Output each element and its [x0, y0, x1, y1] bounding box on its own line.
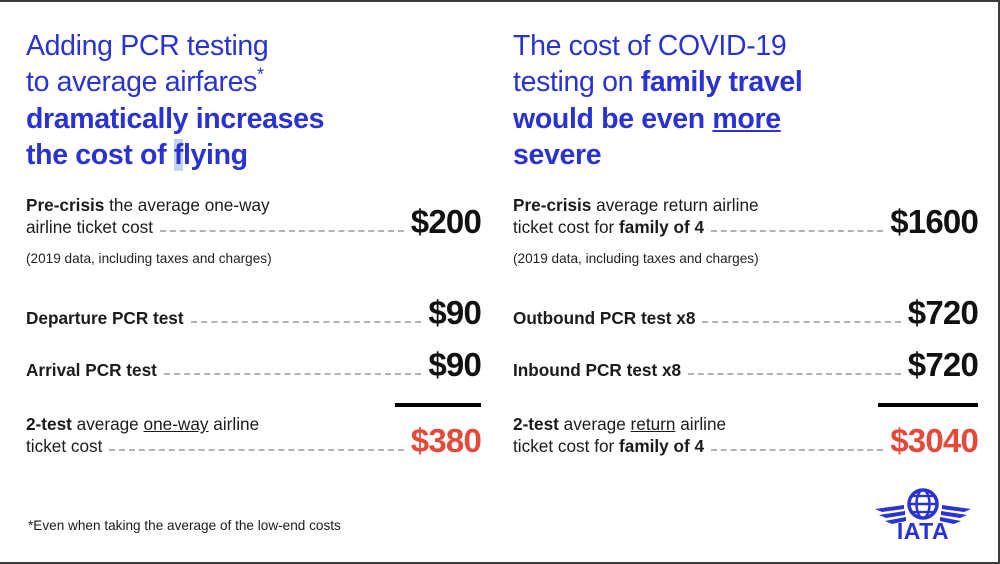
row-right-total-label-underline: return	[630, 414, 676, 435]
left-rows: Pre-crisis the average one-way airline t…	[26, 194, 482, 460]
row-left-total-label-after: airline	[208, 414, 260, 435]
row-right-precrisis-label-line2-pre: ticket cost for	[513, 216, 620, 237]
right-rows: Pre-crisis average return airline ticket…	[513, 194, 979, 460]
row-left-total-label-underline: one-way	[143, 414, 209, 435]
right-heading-line3-underline: more	[712, 102, 781, 135]
row-right-outbound-amount: $720	[907, 294, 979, 332]
row-right-inbound-label: Inbound PCR test x8	[513, 359, 908, 383]
row-right-outbound-label-bold: Outbound PCR test x8	[513, 308, 696, 329]
spacer	[26, 331, 481, 348]
row-right-inbound-label-bold: Inbound PCR test x8	[513, 360, 682, 381]
row-left-precrisis-label: Pre-crisis the average one-way airline t…	[26, 194, 411, 240]
row-left-total: 2-test average one-way airline ticket co…	[26, 413, 482, 460]
row-left-arrival-amount: $90	[428, 346, 482, 384]
leader-dots	[702, 321, 901, 324]
row-right-total-label-mid: average	[558, 414, 631, 435]
left-heading-line1: Adding PCR testing	[26, 30, 269, 62]
row-right-precrisis: Pre-crisis average return airline ticket…	[513, 194, 979, 240]
row-right-precrisis-amount: $1600	[890, 202, 979, 240]
right-heading-line4: severe	[513, 139, 602, 172]
leader-dots	[109, 449, 404, 452]
spacer	[26, 267, 481, 296]
row-left-precrisis: Pre-crisis the average one-way airline t…	[26, 194, 482, 240]
row-right-precrisis-label-bold: Pre-crisis	[513, 194, 592, 215]
right-total-rule	[878, 403, 978, 408]
row-right-precrisis-label-rest: average return airline	[591, 194, 759, 215]
left-heading-line2: to average airfares	[26, 66, 257, 99]
row-left-total-amount: $380	[410, 422, 482, 460]
leader-dots	[190, 321, 422, 324]
left-heading: Adding PCR testing to average airfares* …	[26, 28, 481, 174]
iata-logo-icon: IATA	[875, 488, 971, 544]
row-left-departure: Departure PCR test $90	[26, 294, 482, 332]
row-right-total-label-bold: 2-test	[513, 414, 559, 435]
row-left-total-label: 2-test average one-way airline ticket co…	[26, 413, 411, 459]
left-heading-line4-highlight: f	[173, 139, 183, 172]
leader-dots	[711, 449, 884, 452]
right-heading-line1: The cost of COVID-19	[513, 30, 787, 62]
right-heading-line2-pre: testing on	[513, 66, 641, 99]
row-right-outbound: Outbound PCR test x8 $720	[513, 294, 979, 332]
leader-dots	[163, 373, 422, 376]
row-right-precrisis-label-line2-bold: family of 4	[619, 216, 705, 237]
footnote: *Even when taking the average of the low…	[28, 517, 341, 533]
right-heading-line2-bold: family travel	[640, 66, 803, 99]
spacer	[26, 383, 481, 403]
row-left-precrisis-label-line2: airline ticket cost	[26, 216, 154, 237]
row-right-total: 2-test average return airline ticket cos…	[513, 413, 979, 460]
row-right-total-amount: $3040	[890, 422, 979, 460]
row-left-precrisis-label-bold: Pre-crisis	[26, 194, 105, 215]
row-right-total-label: 2-test average return airline ticket cos…	[513, 413, 890, 459]
right-heading-line3-pre: would be even	[513, 102, 713, 135]
row-left-arrival-label: Arrival PCR test	[26, 359, 428, 383]
row-left-total-label-bold: 2-test	[26, 414, 72, 435]
leader-dots	[688, 373, 901, 376]
row-right-inbound: Inbound PCR test x8 $720	[513, 346, 979, 384]
right-subnote: (2019 data, including taxes and charges)	[513, 250, 759, 266]
row-right-total-label-line2-bold: family of 4	[619, 436, 705, 457]
leader-dots	[160, 229, 404, 232]
spacer	[513, 383, 978, 403]
iata-logo: IATA	[874, 482, 972, 544]
left-heading-line4-post: lying	[182, 139, 248, 172]
left-total-rule	[395, 403, 482, 408]
row-right-precrisis-label: Pre-crisis average return airline ticket…	[513, 194, 890, 240]
row-right-total-label-after: airline	[675, 414, 727, 435]
right-heading: The cost of COVID-19 testing on family t…	[513, 28, 978, 174]
row-right-total-label-line2-pre: ticket cost for	[513, 436, 620, 457]
row-left-departure-label-bold: Departure PCR test	[26, 308, 184, 329]
left-total-rule-wrap	[26, 403, 482, 413]
row-left-arrival-label-bold: Arrival PCR test	[26, 360, 157, 381]
row-left-departure-amount: $90	[428, 294, 482, 332]
iata-logo-wordmark: IATA	[897, 518, 949, 542]
row-right-outbound-label: Outbound PCR test x8	[513, 307, 908, 331]
row-left-total-label-mid: average	[71, 414, 144, 435]
row-left-departure-label: Departure PCR test	[26, 307, 428, 331]
spacer	[513, 267, 978, 296]
row-left-total-label-line2: ticket cost	[26, 436, 103, 457]
row-left-arrival: Arrival PCR test $90	[26, 346, 482, 384]
right-column: The cost of COVID-19 testing on family t…	[499, 2, 998, 562]
left-column: Adding PCR testing to average airfares* …	[0, 2, 499, 562]
asterisk-marker: *	[256, 64, 264, 85]
left-subnote: (2019 data, including taxes and charges)	[26, 250, 272, 266]
row-right-inbound-amount: $720	[907, 346, 979, 384]
left-heading-line4-pre: the cost of	[26, 139, 174, 172]
row-left-precrisis-label-rest: the average one-way	[104, 194, 270, 215]
row-left-precrisis-amount: $200	[410, 202, 482, 240]
left-heading-line3: dramatically increases	[26, 102, 325, 135]
leader-dots	[711, 229, 884, 232]
right-total-rule-wrap	[513, 403, 978, 413]
